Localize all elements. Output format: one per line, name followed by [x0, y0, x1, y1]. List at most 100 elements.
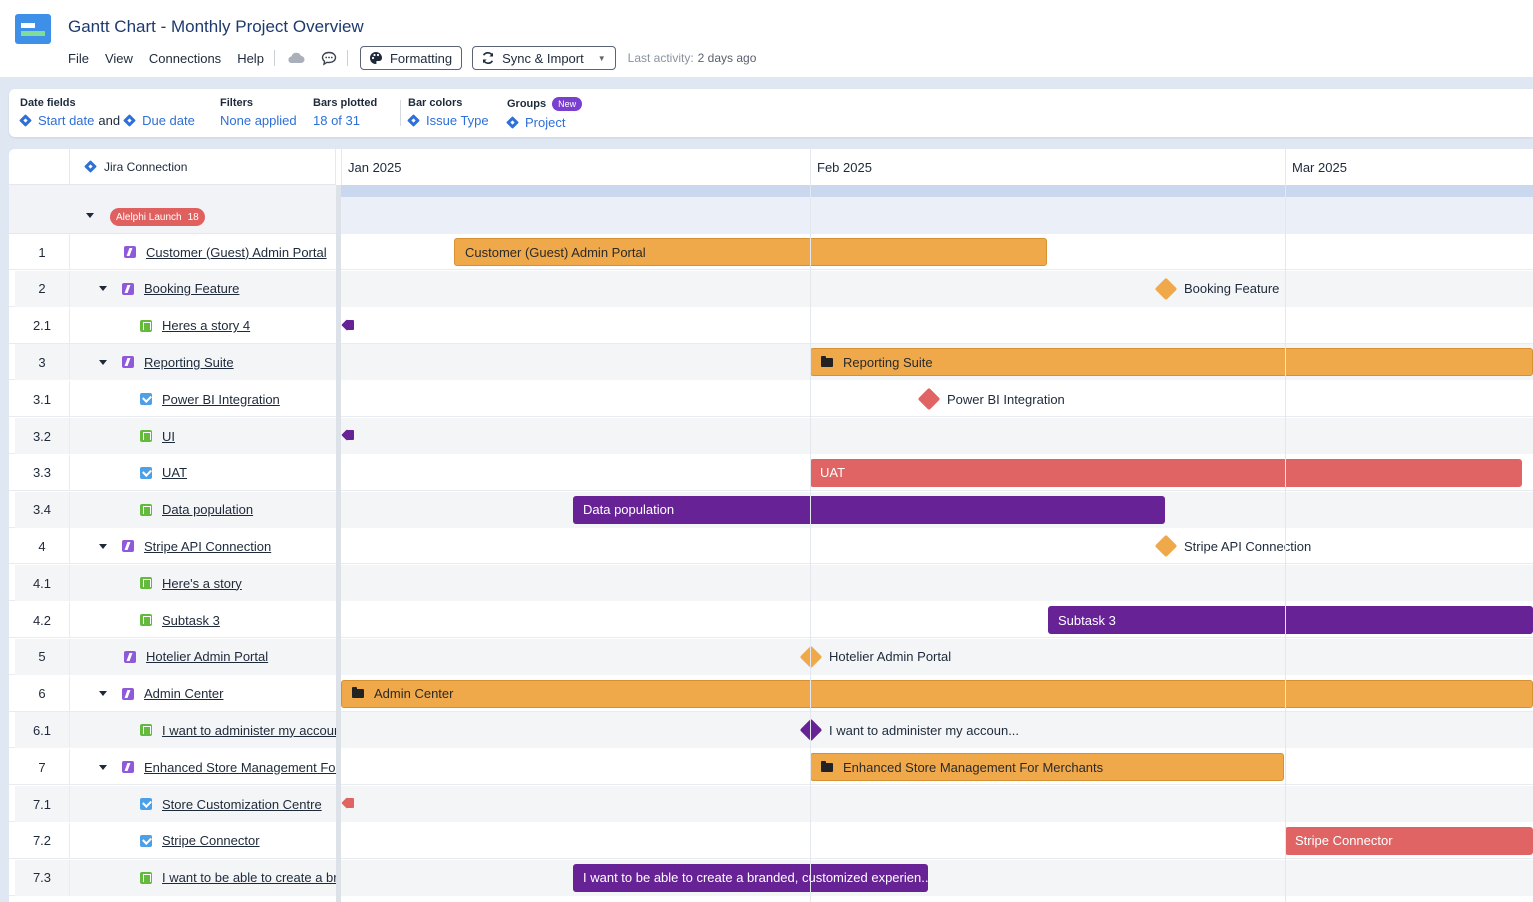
issue-link[interactable]: Customer (Guest) Admin Portal — [146, 244, 327, 260]
issue-link[interactable]: Store Customization Centre — [162, 796, 322, 812]
issue-link[interactable]: Hotelier Admin Portal — [146, 649, 269, 665]
gantt-bar[interactable]: Customer (Guest) Admin Portal — [454, 238, 1047, 266]
issue-link[interactable]: Stripe Connector — [162, 833, 260, 849]
filters-label: Filters — [220, 97, 254, 109]
cloud-icon[interactable] — [287, 52, 305, 64]
start-date-field[interactable]: Start date — [38, 113, 95, 128]
offscreen-bar-indicator[interactable] — [343, 430, 354, 440]
row-name-cell: Enhanced Store Management For Merchants — [70, 749, 336, 785]
gantt-bar[interactable]: Stripe Connector — [1285, 826, 1533, 855]
row-number: 7.2 — [15, 822, 70, 859]
table-row: 3.1 Power BI Integration Power BI Integrat… — [9, 381, 1533, 418]
milestone-diamond[interactable] — [917, 387, 941, 411]
timeline-cell: Hotelier Admin Portal — [341, 638, 1533, 675]
issue-link[interactable]: I want to administer my account — [162, 722, 336, 738]
issue-link[interactable]: Data population — [162, 502, 254, 518]
issue-link[interactable]: Admin Center — [144, 686, 224, 702]
gantt-bar[interactable]: Reporting Suite — [810, 348, 1533, 377]
bar-colors-label: Bar colors — [408, 97, 463, 109]
milestone-diamond[interactable] — [799, 645, 823, 669]
connection-header[interactable]: Jira Connection — [70, 149, 336, 185]
gantt-bar[interactable]: Data population — [573, 495, 1165, 524]
panel-splitter[interactable] — [336, 185, 341, 902]
row-number: 3.1 — [15, 381, 70, 418]
gantt-bar[interactable]: UAT — [810, 458, 1522, 487]
menu-file[interactable]: File — [68, 50, 89, 66]
bars-plotted-option: Bars plotted 18 of 31 — [313, 97, 377, 128]
epic-type-icon — [124, 246, 136, 258]
gantt-bar[interactable]: Subtask 3 — [1048, 606, 1533, 634]
row-number-header — [9, 149, 70, 185]
row-name-cell: Customer (Guest) Admin Portal — [70, 234, 336, 270]
timeline-cell: Subtask 3 — [341, 602, 1533, 638]
groups-value[interactable]: Project — [525, 115, 566, 130]
timeline-cell: Admin Center — [341, 676, 1533, 712]
story-type-icon — [140, 724, 152, 737]
chevron-down-icon[interactable] — [99, 359, 107, 365]
row-number: 3.4 — [15, 491, 70, 528]
issue-link[interactable]: Stripe API Connection — [144, 538, 272, 554]
new-badge: New — [552, 97, 583, 111]
issue-link[interactable]: Reporting Suite — [144, 354, 234, 370]
last-activity-label: Last activity: — [627, 51, 694, 65]
table-row: 3 Reporting Suite Reporting Suite — [9, 344, 1533, 381]
due-date-field[interactable]: Due date — [142, 113, 195, 128]
row-name-cell: Reporting Suite — [70, 344, 336, 381]
issue-link[interactable]: I want to be able to create a branded, c… — [162, 870, 336, 886]
bar-colors-value[interactable]: Issue Type — [426, 113, 489, 128]
milestone-diamond[interactable] — [1154, 535, 1178, 558]
issue-link[interactable]: UI — [162, 428, 175, 444]
folder-icon — [821, 760, 833, 772]
chevron-down-icon[interactable] — [99, 764, 107, 770]
row-name-cell: I want to administer my account — [70, 712, 336, 749]
offscreen-bar-indicator[interactable] — [343, 319, 354, 330]
issue-link[interactable]: UAT — [162, 465, 188, 481]
gantt-chart: Jira Connection Jan 2025 Feb 2025 Mar 20… — [9, 149, 1533, 902]
sync-import-button[interactable]: Sync & Import ▼ — [472, 46, 616, 70]
issue-link[interactable]: Power BI Integration — [162, 391, 280, 407]
issue-link[interactable]: Enhanced Store Management For Merchants — [144, 759, 336, 775]
milestone-diamond[interactable] — [1154, 277, 1178, 301]
document-title[interactable]: Gantt Chart - Monthly Project Overview — [68, 17, 364, 36]
chevron-down-icon[interactable] — [86, 213, 94, 218]
offscreen-bar-indicator[interactable] — [343, 798, 354, 808]
month-feb: Feb 2025 — [810, 149, 1285, 185]
timeline-strip — [341, 185, 1533, 197]
table-row: 2 Booking Feature Booking Feature — [9, 270, 1533, 307]
row-name-cell: Subtask 3 — [70, 602, 336, 638]
formatting-button[interactable]: Formatting — [359, 46, 463, 70]
row-name-cell: Stripe Connector — [70, 823, 336, 859]
timeline-cell: Reporting Suite — [341, 344, 1533, 381]
menu-view[interactable]: View — [104, 50, 133, 66]
gantt-bar[interactable]: Admin Center — [341, 679, 1533, 708]
timeline-cell: Data population — [341, 491, 1533, 528]
timeline-cell — [341, 786, 1533, 822]
app-logo-icon[interactable] — [15, 14, 51, 44]
folder-icon — [821, 355, 833, 367]
row-number: 7 — [15, 749, 70, 786]
gantt-bar[interactable]: I want to be able to create a branded, c… — [573, 863, 928, 892]
month-jan: Jan 2025 — [341, 149, 810, 185]
chevron-down-icon[interactable] — [99, 543, 107, 549]
story-type-icon — [140, 503, 152, 516]
issue-link[interactable]: Subtask 3 — [162, 612, 220, 628]
gantt-bar[interactable]: Enhanced Store Management For Merchants — [810, 753, 1284, 782]
field-diamond-icon — [408, 115, 419, 126]
field-diamond-icon — [507, 117, 518, 128]
date-fields-option: Date fields Start date and Due date — [20, 97, 195, 128]
sync-import-label: Sync & Import — [502, 50, 584, 66]
filters-value[interactable]: None applied — [220, 113, 297, 128]
menu-connections[interactable]: Connections — [148, 50, 222, 66]
row-number: 4.2 — [15, 602, 70, 638]
milestone-diamond[interactable] — [799, 719, 823, 742]
row-number: 4.1 — [15, 565, 70, 602]
issue-link[interactable]: Booking Feature — [144, 281, 240, 297]
menu-help[interactable]: Help — [237, 50, 264, 66]
issue-link[interactable]: Heres a story 4 — [162, 318, 251, 334]
comment-icon[interactable] — [321, 51, 337, 66]
issue-link[interactable]: Here's a story — [162, 575, 242, 591]
chevron-down-icon[interactable] — [99, 286, 107, 292]
bars-plotted-value[interactable]: 18 of 31 — [313, 113, 360, 128]
chevron-down-icon[interactable] — [99, 691, 107, 697]
group-pill[interactable]: Alelphi Launch 18 — [110, 208, 205, 226]
